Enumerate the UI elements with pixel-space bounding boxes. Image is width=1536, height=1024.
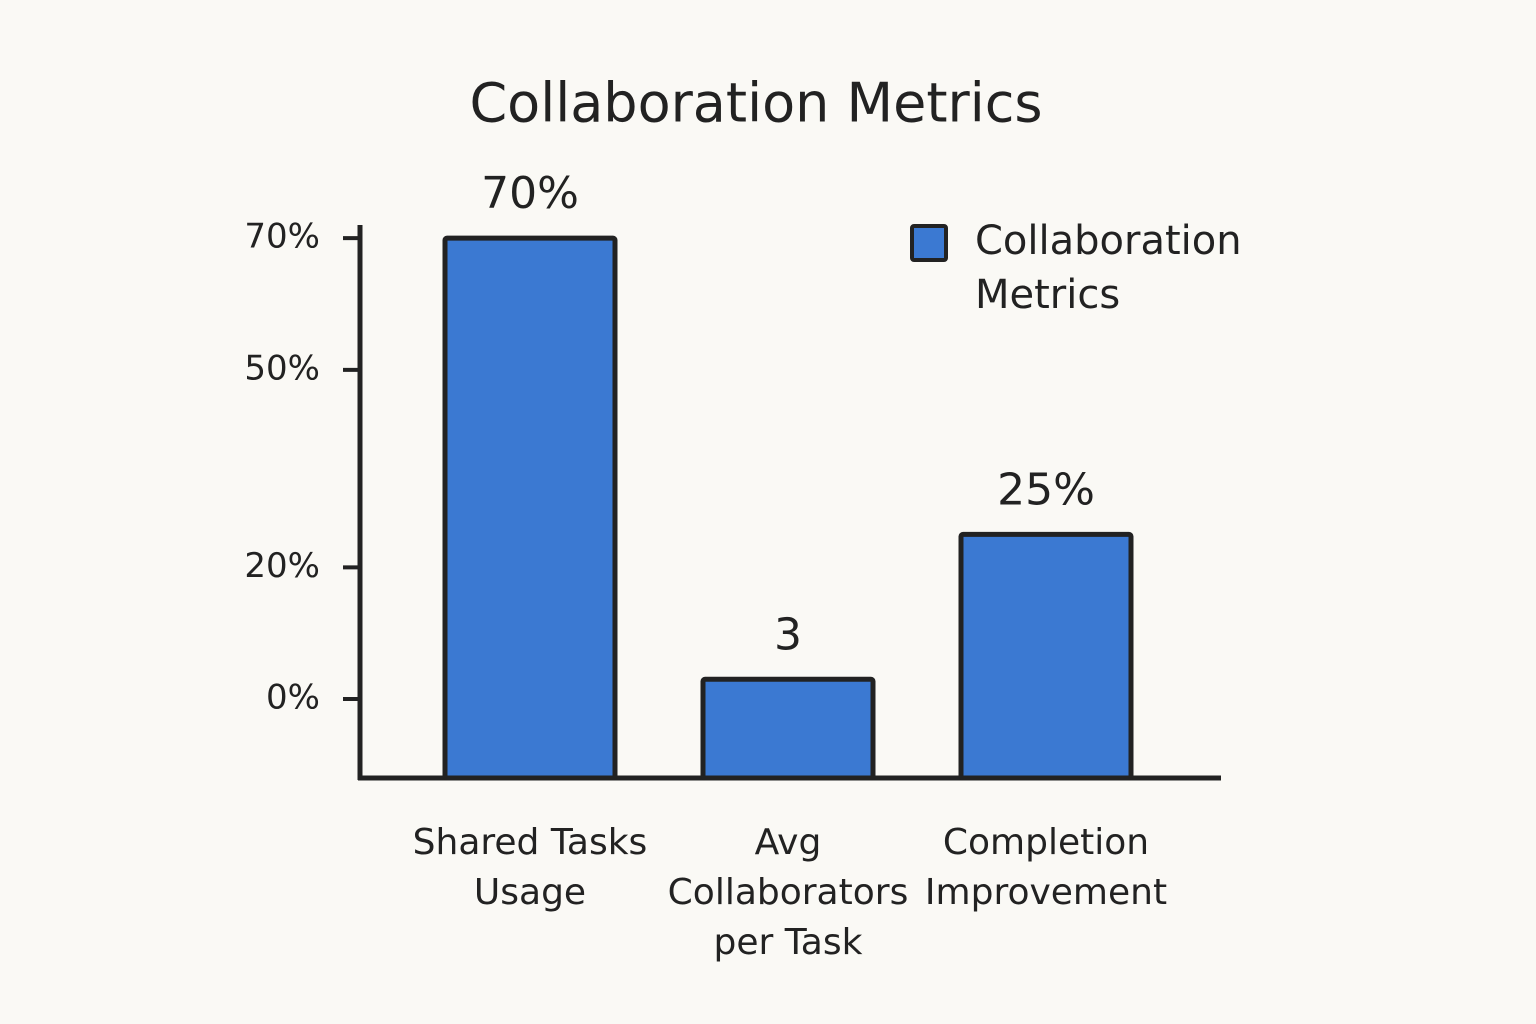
chart-title: Collaboration Metrics	[469, 72, 1042, 135]
bar	[700, 676, 876, 781]
x-tick-label: Shared Tasks Usage	[412, 822, 648, 913]
legend-label: Collaboration Metrics	[975, 218, 1242, 318]
y-tick-label: 20%	[244, 546, 320, 586]
y-tick-label: 0%	[266, 678, 320, 718]
y-tick-label: 70%	[244, 217, 320, 257]
value-label: 3	[774, 609, 802, 660]
bar	[958, 531, 1134, 781]
value-label: 25%	[997, 464, 1095, 515]
bar	[442, 235, 618, 781]
value-label: 70%	[481, 168, 579, 219]
legend-swatch	[910, 224, 948, 262]
x-tick-label: Completion Improvement	[924, 822, 1168, 913]
x-tick-label: Avg Collaborators per Task	[667, 822, 909, 963]
y-tick-label: 50%	[244, 348, 320, 388]
